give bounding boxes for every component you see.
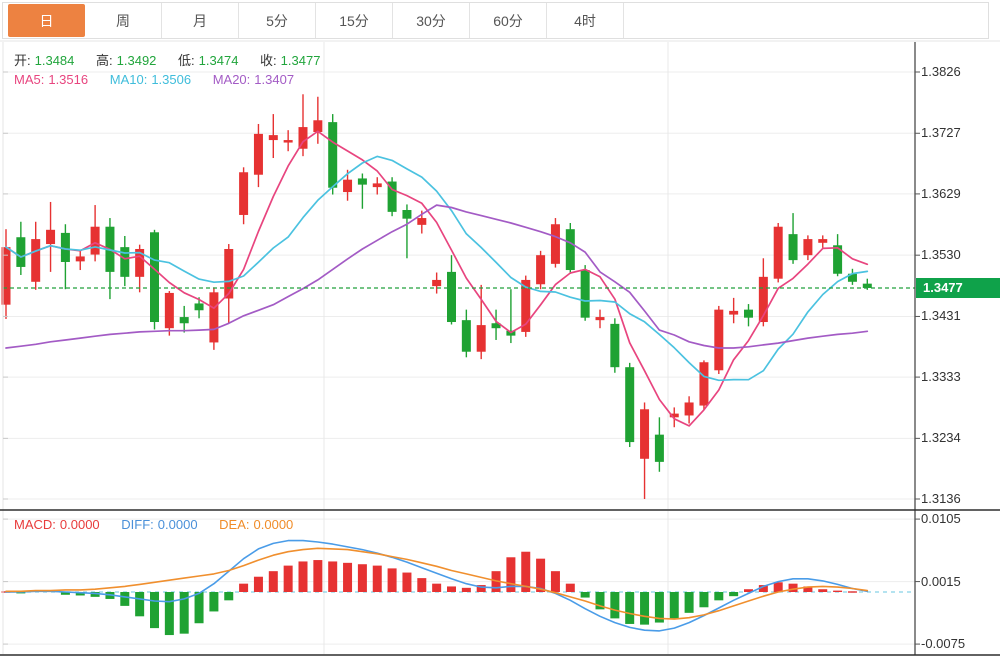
ohlc-row: 开: 1.3484 高: 1.3492 低: 1.3474 收: 1.3477 (14, 50, 324, 69)
price-tick-label: 1.3136 (921, 491, 961, 506)
ma10-label: MA10: (109, 72, 148, 87)
current-price-badge: 1.3477 (916, 277, 1000, 298)
tab-30分[interactable]: 30分 (393, 3, 470, 38)
ma20-label: MA20: (212, 72, 251, 87)
ma10-value: 1.3506 (151, 72, 192, 87)
ma5-value: 1.3516 (48, 72, 89, 87)
price-tick-label: 1.3333 (921, 369, 961, 385)
close-value: 1.3477 (280, 53, 321, 68)
tab-5分[interactable]: 5分 (239, 3, 316, 38)
close-label: 收: (260, 53, 277, 68)
macd-label: MACD: (14, 517, 56, 532)
diff-value: 0.0000 (157, 517, 198, 532)
tab-4时[interactable]: 4时 (547, 3, 624, 38)
dea-value: 0.0000 (253, 517, 294, 532)
macd-value: 0.0000 (59, 517, 100, 532)
price-tick-label: 1.3727 (921, 125, 961, 141)
ma5-label: MA5: (14, 72, 45, 87)
period-tabbar: 日周月 5分 15分 30分 60分 4时 (2, 2, 989, 39)
low-label: 低: (178, 53, 195, 68)
open-label: 开: (14, 53, 31, 68)
price-tick-label: 1.3629 (921, 185, 961, 201)
low-value: 1.3474 (198, 53, 239, 68)
ma-row: MA5: 1.3516 MA10: 1.3506 MA20: 1.3407 (14, 72, 298, 87)
tab-日[interactable]: 日 (8, 4, 85, 37)
price-tick-label: 1.3234 (921, 430, 961, 446)
diff-label: DIFF: (121, 517, 154, 532)
tab-60分[interactable]: 60分 (470, 3, 547, 38)
tab-月[interactable]: 月 (162, 3, 239, 38)
tab-15分[interactable]: 15分 (316, 3, 393, 38)
macd-tick-label: -0.0075 (921, 636, 966, 652)
price-tick-label: 1.3530 (921, 247, 961, 263)
macd-row: MACD: 0.0000 DIFF: 0.0000 DEA: 0.0000 (14, 517, 297, 532)
dea-label: DEA: (219, 517, 250, 532)
ma20-value: 1.3407 (254, 72, 295, 87)
high-value: 1.3492 (116, 53, 157, 68)
high-label: 高: (96, 53, 113, 68)
price-tick-label: 1.3826 (921, 64, 961, 79)
macd-tick-label: 0.0105 (921, 511, 961, 527)
open-value: 1.3484 (34, 53, 75, 68)
tab-周[interactable]: 周 (85, 3, 162, 38)
price-tick-label: 1.3431 (921, 308, 961, 324)
macd-tick-label: 0.0015 (921, 573, 961, 589)
